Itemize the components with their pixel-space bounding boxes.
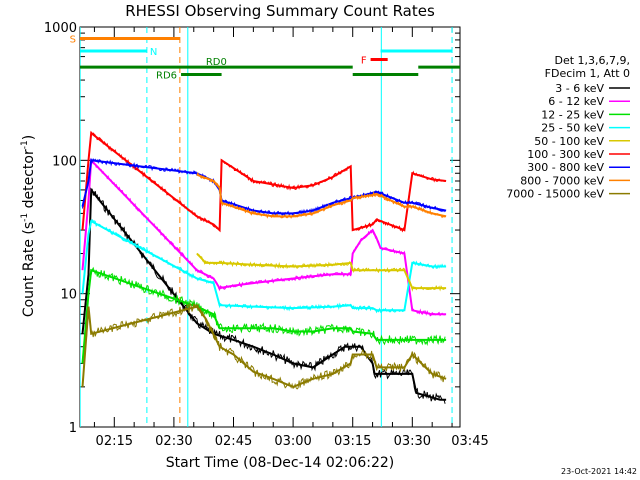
x-axis-label: Start Time (08-Dec-14 02:06:22) xyxy=(166,455,394,471)
footer-date: 23-Oct-2021 14:42 xyxy=(561,467,637,476)
series-noise-50-100-kev xyxy=(196,253,446,292)
legend-label-25-50-kev: 25 - 50 keV xyxy=(541,122,604,135)
data-area xyxy=(80,27,453,427)
y-axis-label-sup1: -1 xyxy=(20,213,30,222)
x-tick-label: 02:15 xyxy=(96,434,133,449)
y-axis-label-end: ) xyxy=(21,135,37,140)
x-tick-label: 03:15 xyxy=(334,434,371,449)
x-tick-label: 03:45 xyxy=(451,434,488,449)
x-tick-label: 02:30 xyxy=(155,434,192,449)
chart-title: RHESSI Observing Summary Count Rates xyxy=(125,2,435,20)
state-bar-label-s: S xyxy=(70,34,76,45)
legend: Det 1,3,6,7,9,FDecim 1, Att 0 3 - 6 keV6 … xyxy=(506,54,630,201)
series-50-100-kev xyxy=(196,252,447,292)
state-bar-label-f: F xyxy=(361,56,367,67)
y-tick-label: 1000 xyxy=(44,21,77,36)
y-axis-label: Count Rate (s-1 detector-1) xyxy=(20,135,37,317)
legend-label-3-6-kev: 3 - 6 keV xyxy=(555,82,604,95)
series-noise-7000-15000-kev xyxy=(82,302,446,390)
series-25-50-kev xyxy=(81,218,447,314)
series-6-12-kev xyxy=(81,157,447,317)
x-tick-label: 02:45 xyxy=(215,434,252,449)
state-bar-label-n: N xyxy=(150,47,157,58)
series-7000-15000-kev xyxy=(81,302,447,390)
y-tick-label: 100 xyxy=(52,154,77,169)
plot-area: 1 10 100 1000 02:15 02:30 02:45 03:00 03:15 03:30… xyxy=(44,21,489,449)
legend-label-800-7000-kev: 800 - 7000 keV xyxy=(520,174,604,187)
series-noise-25-50-kev xyxy=(82,218,446,314)
y-axis-label-mid: detector xyxy=(21,149,37,213)
state-bar-label-rd0: RD0 xyxy=(206,57,227,68)
series-noise-6-12-kev xyxy=(82,159,446,317)
y-tick-label: 1 xyxy=(69,421,77,436)
series-noise-300-800-kev xyxy=(82,157,446,217)
legend-label-100-300-kev: 100 - 300 keV xyxy=(527,148,604,161)
y-tick-label: 10 xyxy=(60,288,77,303)
legend-label-300-800-kev: 300 - 800 keV xyxy=(527,161,604,174)
legend-label-6-12-kev: 6 - 12 keV xyxy=(548,95,604,108)
legend-label-7000-15000-kev: 7000 - 15000 keV xyxy=(506,188,604,201)
legend-header-line: FDecim 1, Att 0 xyxy=(545,67,630,80)
series-100-300-kev xyxy=(81,130,447,233)
y-axis-label-sup2: -1 xyxy=(20,140,30,149)
x-tick-label: 03:30 xyxy=(394,434,431,449)
series-300-800-kev xyxy=(81,157,447,217)
series-noise-100-300-kev xyxy=(82,130,446,233)
legend-label-12-25-kev: 12 - 25 keV xyxy=(541,108,604,121)
legend-label-50-100-kev: 50 - 100 keV xyxy=(534,135,604,148)
series-noise-12-25-kev xyxy=(82,266,446,362)
state-bar-label-rd6: RD6 xyxy=(156,71,177,82)
legend-header-line: Det 1,3,6,7,9, xyxy=(554,54,630,67)
series-800-7000-kev xyxy=(196,172,447,219)
series-noise-800-7000-kev xyxy=(196,172,446,219)
y-axis-label-main: Count Rate (s xyxy=(21,222,37,317)
x-tick-label: 03:00 xyxy=(274,434,311,449)
